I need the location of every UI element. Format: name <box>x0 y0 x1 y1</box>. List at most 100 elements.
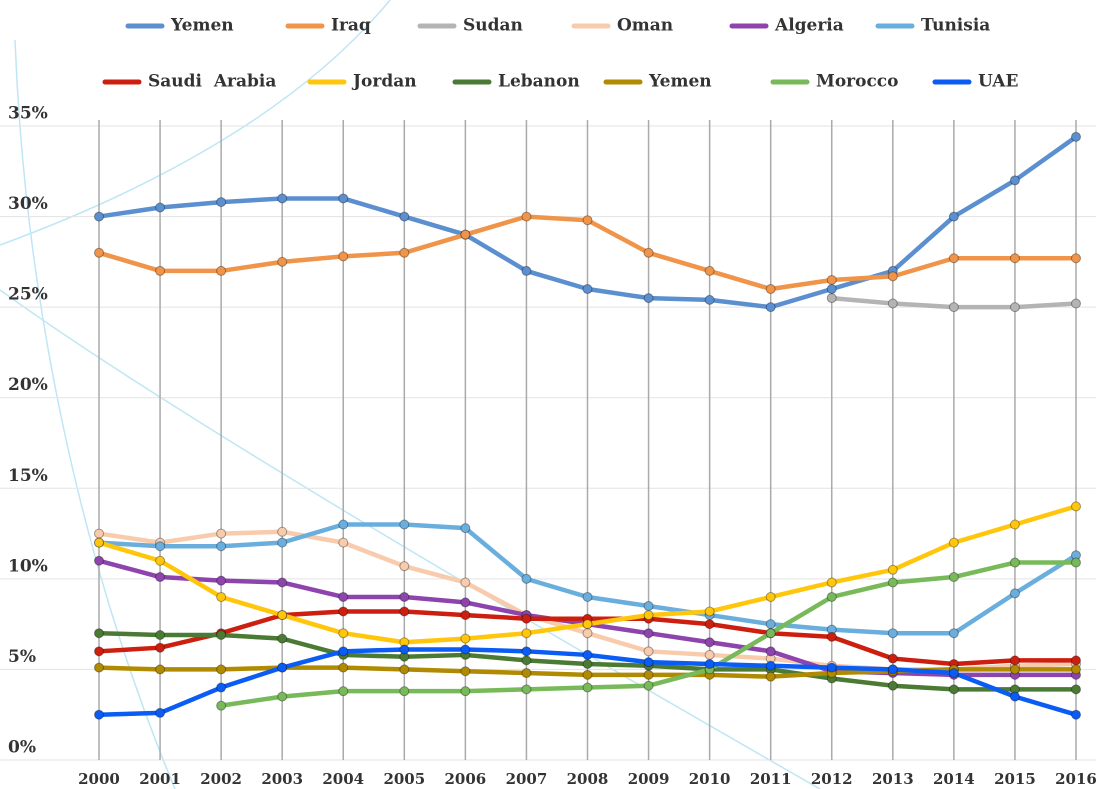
data-point <box>1010 520 1019 529</box>
data-point <box>1072 502 1081 511</box>
data-point <box>583 659 592 668</box>
data-point <box>461 230 470 239</box>
y-tick-label: 25% <box>8 285 48 305</box>
data-point <box>217 592 226 601</box>
y-tick-label: 35% <box>8 104 48 124</box>
data-point <box>644 670 653 679</box>
data-point <box>1010 665 1019 674</box>
legend-label: Oman <box>617 16 673 36</box>
data-point <box>888 654 897 663</box>
data-point <box>1072 685 1081 694</box>
data-point <box>339 607 348 616</box>
x-tick-label: 2013 <box>872 770 914 788</box>
data-point <box>522 629 531 638</box>
data-point <box>766 303 775 312</box>
data-point <box>278 578 287 587</box>
legend-label: UAE <box>978 72 1018 92</box>
data-point <box>644 681 653 690</box>
data-point <box>888 578 897 587</box>
data-point <box>400 212 409 221</box>
data-point <box>888 299 897 308</box>
data-point <box>217 542 226 551</box>
data-point <box>827 663 836 672</box>
data-point <box>217 665 226 674</box>
data-point <box>95 538 104 547</box>
data-point <box>400 562 409 571</box>
data-point <box>644 294 653 303</box>
x-tick-label: 2002 <box>200 770 242 788</box>
data-point <box>583 670 592 679</box>
data-point <box>278 692 287 701</box>
y-tick-label: 20% <box>8 375 48 395</box>
data-point <box>705 659 714 668</box>
data-point <box>1072 132 1081 141</box>
data-point <box>766 672 775 681</box>
data-point <box>949 303 958 312</box>
data-point <box>583 592 592 601</box>
x-tick-label: 2010 <box>689 770 731 788</box>
data-point <box>766 647 775 656</box>
chart: 0%5%10%15%20%25%30%35%200020012002200320… <box>0 0 1096 789</box>
data-point <box>644 658 653 667</box>
data-point <box>583 650 592 659</box>
data-point <box>644 602 653 611</box>
x-tick-label: 2011 <box>750 770 792 788</box>
data-point <box>583 629 592 638</box>
legend-label: Yemen <box>170 16 234 36</box>
data-point <box>522 574 531 583</box>
data-point <box>522 266 531 275</box>
data-point <box>888 272 897 281</box>
data-point <box>339 194 348 203</box>
data-point <box>278 194 287 203</box>
data-point <box>217 266 226 275</box>
data-point <box>400 592 409 601</box>
y-tick-label: 0% <box>8 738 36 758</box>
data-point <box>1010 176 1019 185</box>
y-tick-label: 5% <box>8 647 36 667</box>
data-point <box>888 565 897 574</box>
data-point <box>522 656 531 665</box>
data-point <box>522 614 531 623</box>
data-point <box>156 573 165 582</box>
y-tick-label: 30% <box>8 194 48 214</box>
data-point <box>583 216 592 225</box>
data-point <box>217 631 226 640</box>
data-point <box>461 611 470 620</box>
data-point <box>949 538 958 547</box>
data-point <box>339 520 348 529</box>
legend-label: Tunisia <box>921 16 990 36</box>
data-point <box>766 661 775 670</box>
data-point <box>400 248 409 257</box>
data-point <box>278 611 287 620</box>
data-point <box>644 611 653 620</box>
data-point <box>278 538 287 547</box>
data-point <box>644 248 653 257</box>
data-point <box>1010 303 1019 312</box>
x-tick-label: 2008 <box>567 770 609 788</box>
legend-label: Morocco <box>816 72 899 92</box>
data-point <box>339 538 348 547</box>
x-tick-label: 2000 <box>78 770 120 788</box>
x-tick-label: 2003 <box>261 770 303 788</box>
data-point <box>400 687 409 696</box>
legend-label: Lebanon <box>498 72 580 92</box>
data-point <box>95 663 104 672</box>
legend-label: Sudan <box>463 16 523 36</box>
data-point <box>1010 558 1019 567</box>
data-point <box>461 524 470 533</box>
data-point <box>156 556 165 565</box>
legend-label: Algeria <box>774 16 844 36</box>
data-point <box>400 520 409 529</box>
data-point <box>827 275 836 284</box>
data-point <box>522 647 531 656</box>
y-tick-label: 10% <box>8 556 48 576</box>
data-point <box>339 663 348 672</box>
data-point <box>522 685 531 694</box>
x-tick-label: 2006 <box>445 770 487 788</box>
data-point <box>339 252 348 261</box>
legend-label: Iraq <box>331 16 371 36</box>
data-point <box>95 710 104 719</box>
data-point <box>217 683 226 692</box>
y-tick-label: 15% <box>8 466 48 486</box>
data-point <box>644 647 653 656</box>
